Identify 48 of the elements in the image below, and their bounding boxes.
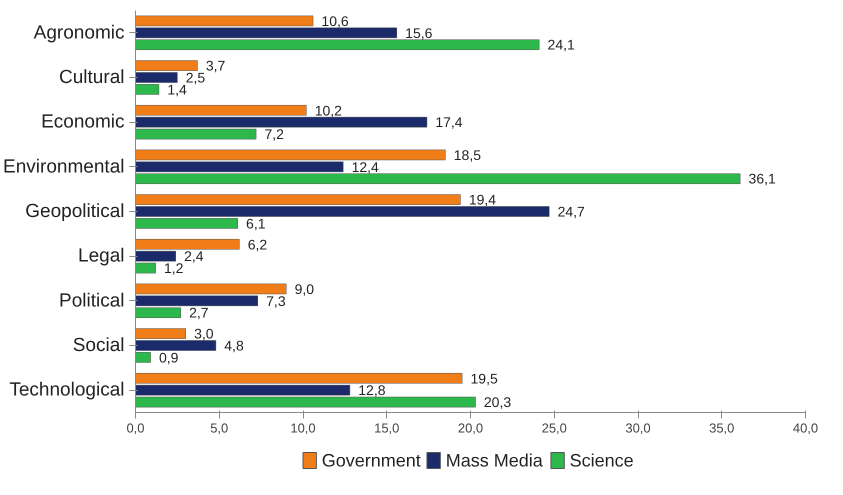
data-label: 10,6 [321, 12, 349, 29]
data-label: 20,3 [484, 394, 512, 410]
x-tick-label: 10,0 [290, 420, 316, 436]
x-tick-label: 40,0 [792, 420, 818, 436]
x-tick-label: 20,0 [458, 420, 484, 436]
data-label: 7,2 [264, 126, 284, 142]
legend-label: Government [322, 450, 421, 470]
x-tick-label: 15,0 [374, 420, 400, 436]
data-label: 2,7 [189, 304, 209, 321]
x-tick-label: 35,0 [709, 420, 734, 436]
data-label: 17,4 [435, 114, 463, 130]
y-tick-label: Economic [41, 112, 124, 133]
y-tick-label: Geopolitical [25, 201, 125, 222]
legend-label: Mass Media [446, 450, 544, 470]
x-tick-label: 30,0 [625, 420, 651, 436]
y-tick-label: Political [59, 290, 125, 312]
y-tick-label: Environmental [3, 156, 125, 178]
y-tick-label: Cultural [59, 67, 125, 88]
data-label: 3,7 [206, 58, 226, 74]
data-label: 3,0 [194, 326, 214, 342]
data-label: 2,4 [184, 248, 204, 264]
data-label: 2,5 [186, 70, 206, 86]
data-label: 19,4 [468, 192, 496, 208]
data-label: 1,4 [167, 81, 187, 98]
x-tick-label: 25,0 [542, 420, 567, 436]
data-label: 0,9 [158, 349, 179, 366]
data-label: 19,5 [470, 370, 498, 386]
data-label: 1,2 [164, 260, 184, 276]
data-label: 9,0 [294, 280, 314, 297]
x-tick-label: 0,0 [126, 420, 145, 436]
legend-label: Science [570, 450, 634, 470]
data-label: 4,8 [224, 338, 244, 354]
y-tick-label: Agronomic [34, 22, 125, 44]
x-tick-label: 5,0 [210, 420, 228, 436]
data-label: 15,6 [405, 24, 433, 41]
y-tick-label: Technological [9, 380, 125, 401]
y-tick-label: Legal [78, 246, 125, 267]
data-label: 12,4 [352, 158, 380, 175]
data-label: 24,7 [558, 204, 586, 220]
data-label: 6,1 [246, 215, 266, 232]
data-label: 36,1 [748, 170, 776, 187]
data-label: 7,3 [266, 292, 286, 309]
data-label: 6,2 [248, 236, 268, 252]
data-label: 24,1 [548, 36, 576, 53]
data-label: 18,5 [454, 146, 482, 163]
data-label: 12,8 [358, 382, 386, 398]
data-label: 10,2 [314, 102, 342, 118]
y-tick-label: Social [72, 335, 124, 356]
